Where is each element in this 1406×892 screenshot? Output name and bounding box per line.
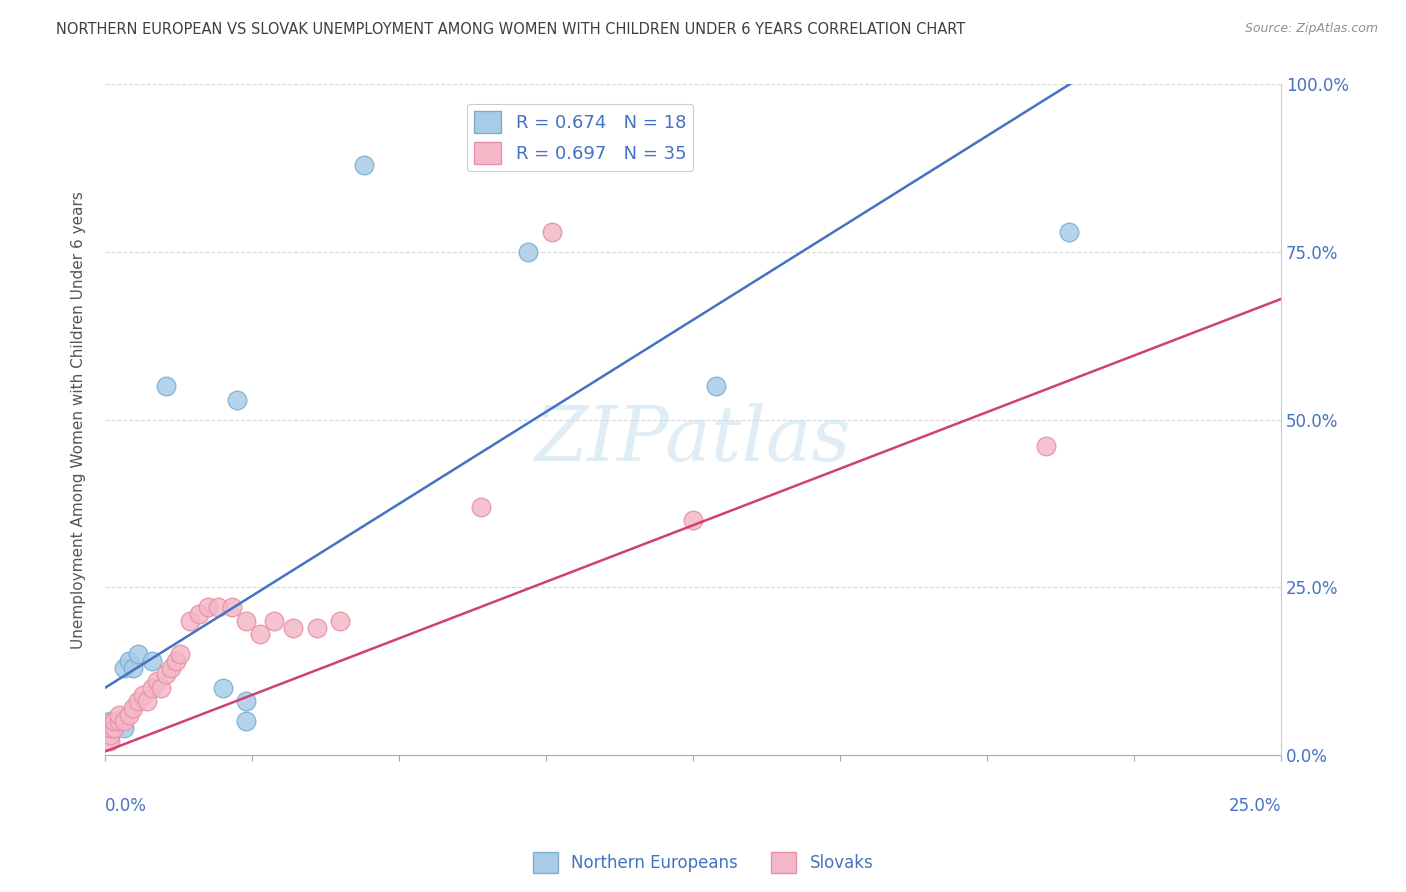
- Point: [145, 674, 167, 689]
- Point: [211, 681, 233, 695]
- Point: [122, 661, 145, 675]
- Point: [103, 721, 125, 735]
- Point: [470, 500, 492, 514]
- Point: [281, 620, 304, 634]
- Point: [160, 661, 183, 675]
- Point: [207, 600, 229, 615]
- Point: [108, 707, 131, 722]
- Point: [329, 614, 352, 628]
- Point: [108, 714, 131, 729]
- Point: [117, 654, 139, 668]
- Y-axis label: Unemployment Among Women with Children Under 6 years: Unemployment Among Women with Children U…: [72, 191, 86, 648]
- Point: [541, 225, 564, 239]
- Point: [122, 701, 145, 715]
- Point: [103, 721, 125, 735]
- Point: [98, 721, 121, 735]
- Text: Source: ZipAtlas.com: Source: ZipAtlas.com: [1244, 22, 1378, 36]
- Point: [127, 694, 149, 708]
- Point: [682, 513, 704, 527]
- Point: [150, 681, 173, 695]
- Point: [235, 694, 257, 708]
- Point: [98, 728, 121, 742]
- Point: [117, 707, 139, 722]
- Point: [221, 600, 243, 615]
- Point: [112, 661, 135, 675]
- Point: [103, 714, 125, 729]
- Point: [179, 614, 201, 628]
- Point: [136, 694, 159, 708]
- Point: [1035, 440, 1057, 454]
- Point: [249, 627, 271, 641]
- Point: [141, 681, 163, 695]
- Point: [706, 379, 728, 393]
- Point: [235, 614, 257, 628]
- Point: [112, 714, 135, 729]
- Point: [131, 688, 153, 702]
- Point: [197, 600, 219, 615]
- Point: [225, 392, 247, 407]
- Point: [517, 245, 540, 260]
- Point: [1059, 225, 1081, 239]
- Point: [112, 721, 135, 735]
- Legend: R = 0.674   N = 18, R = 0.697   N = 35: R = 0.674 N = 18, R = 0.697 N = 35: [467, 103, 693, 171]
- Legend: Northern Europeans, Slovaks: Northern Europeans, Slovaks: [526, 846, 880, 880]
- Point: [263, 614, 285, 628]
- Point: [188, 607, 211, 621]
- Point: [305, 620, 328, 634]
- Point: [165, 654, 187, 668]
- Point: [235, 714, 257, 729]
- Point: [155, 379, 177, 393]
- Point: [98, 714, 121, 729]
- Text: 0.0%: 0.0%: [105, 797, 146, 814]
- Point: [169, 648, 191, 662]
- Point: [127, 648, 149, 662]
- Text: ZIPatlas: ZIPatlas: [534, 403, 851, 477]
- Point: [98, 734, 121, 748]
- Point: [141, 654, 163, 668]
- Point: [103, 714, 125, 729]
- Point: [98, 721, 121, 735]
- Point: [353, 158, 375, 172]
- Point: [108, 714, 131, 729]
- Text: NORTHERN EUROPEAN VS SLOVAK UNEMPLOYMENT AMONG WOMEN WITH CHILDREN UNDER 6 YEARS: NORTHERN EUROPEAN VS SLOVAK UNEMPLOYMENT…: [56, 22, 966, 37]
- Point: [155, 667, 177, 681]
- Text: 25.0%: 25.0%: [1229, 797, 1281, 814]
